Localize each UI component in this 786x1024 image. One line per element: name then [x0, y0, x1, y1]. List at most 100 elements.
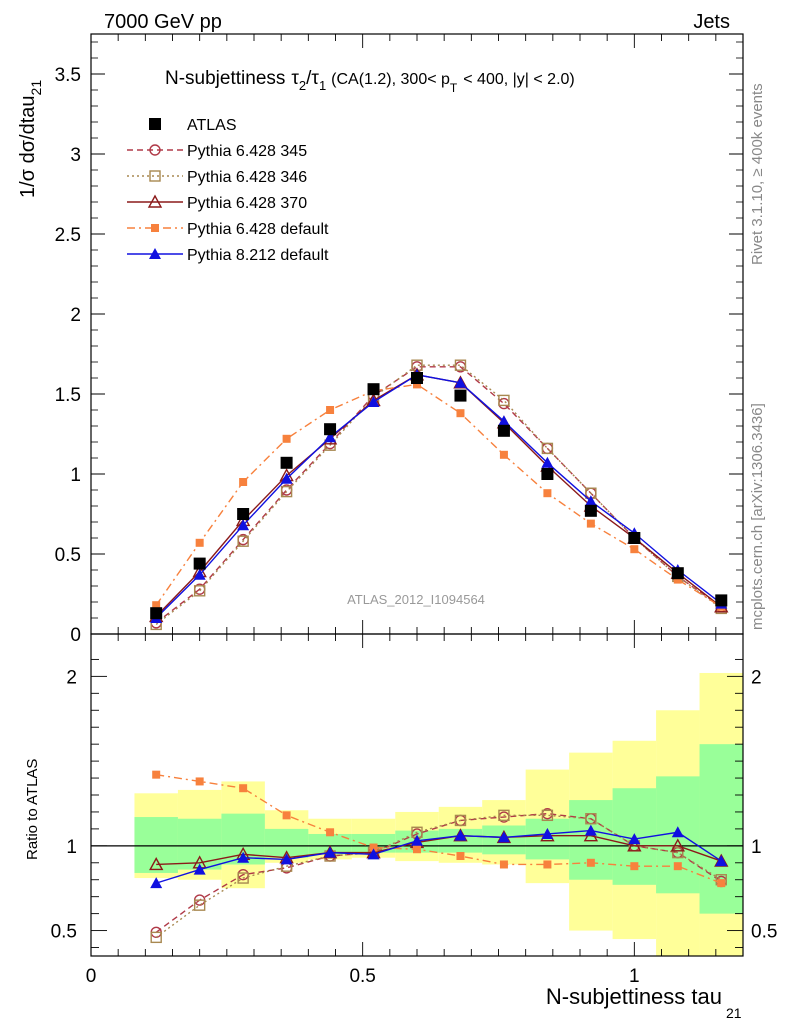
uncertainty-band-green: [177, 818, 222, 870]
ratio-point: [237, 851, 250, 863]
data-point: [237, 535, 249, 547]
legend-entry: ATLAS: [149, 117, 237, 134]
legend-marker: [147, 194, 163, 208]
ratio-line: [156, 834, 722, 866]
data-point: [411, 372, 423, 384]
header-left: 7000 GeV pp: [104, 11, 222, 33]
y-tick-label: 1: [70, 465, 81, 486]
ratio-point: [193, 863, 206, 875]
header-right: Jets: [693, 11, 730, 33]
ratio-point: [498, 809, 510, 822]
legend-label: Pythia 6.428 346: [187, 169, 307, 186]
x-tick-label: 0: [86, 966, 97, 987]
ratio-point: [541, 827, 554, 839]
data-point: [150, 607, 163, 620]
ratio-tick-label-left: 1: [66, 837, 77, 858]
data-point: [324, 431, 337, 443]
legend: ATLAS Pythia 6.428 345 Pythia 6.428 346 Pyt…: [127, 117, 329, 264]
chart-title: N-subjettiness τ2/τ1 (CA(1.2), 300< pT < 40…: [165, 68, 575, 95]
uncertainty-band-green: [264, 828, 309, 858]
ratio-point: [239, 784, 248, 793]
y-tick-label: 0: [70, 625, 81, 646]
series-pythia-6-428-370: [149, 367, 729, 623]
mcplots-label: mcplots.cern.ch [arXiv:1306.3436]: [749, 403, 766, 630]
legend-marker: [149, 248, 161, 259]
ratio-point: [628, 833, 641, 845]
legend-label: Pythia 6.428 345: [187, 143, 307, 160]
ratio-point: [195, 777, 204, 786]
legend-entry: Pythia 6.428 346: [127, 169, 307, 186]
series-line: [155, 383, 722, 608]
ratio-point: [369, 843, 378, 852]
data-point: [413, 380, 421, 389]
ratio-series-pythia-8-212-default: [150, 824, 728, 889]
ratio-point: [627, 838, 642, 852]
data-point: [280, 485, 293, 498]
ratio-point: [280, 853, 293, 865]
ratio-point: [150, 877, 163, 889]
data-point: [497, 415, 510, 427]
data-point: [282, 434, 291, 443]
legend-marker: [149, 144, 161, 156]
ratio-point: [630, 862, 639, 871]
ratio-line: [156, 773, 722, 884]
ratio-point: [367, 848, 380, 860]
ratio-line: [155, 829, 722, 884]
data-point: [367, 383, 380, 396]
series-line: [155, 364, 722, 625]
ratio-tick-label-right: 0.5: [751, 922, 777, 943]
main-panel: 0 0.5 1 1.5 2 2.5 3 3.5: [55, 33, 744, 646]
series-pythia-6-428-default: [152, 380, 726, 611]
ratio-point: [413, 845, 421, 854]
ratio-point: [672, 846, 684, 859]
legend-marker: [151, 224, 159, 232]
data-point: [454, 376, 467, 388]
y-tick-label: 3: [70, 145, 81, 166]
uncertainty-band-green: [525, 818, 570, 860]
ratio-point: [586, 858, 595, 867]
data-point: [497, 424, 510, 437]
ratio-point: [237, 872, 249, 884]
ratio-y-axis-label: Ratio to ATLAS: [24, 759, 41, 860]
ratio-point: [543, 860, 552, 869]
data-point: [237, 519, 250, 531]
legend-label: Pythia 6.428 370: [187, 195, 307, 212]
y-axis-label: 1/σ dσ/dtau21: [17, 80, 44, 198]
data-point: [193, 557, 206, 570]
data-point: [367, 396, 380, 407]
ratio-point: [673, 862, 682, 871]
data-point: [195, 538, 204, 547]
ratio-point: [499, 860, 508, 869]
ratio-point: [584, 824, 597, 836]
rivet-label: Rivet 3.1.10, ≥ 400k events: [749, 83, 766, 265]
uncertainty-band-green: [308, 833, 352, 855]
ratio-tick-label-right: 2: [751, 667, 762, 688]
ratio-point: [282, 811, 291, 820]
y-tick-label: 3.5: [55, 65, 81, 86]
ratio-tick-label-left: 0.5: [51, 922, 77, 943]
legend-entry: Pythia 8.212 default: [127, 247, 329, 264]
series-line: [155, 374, 722, 619]
x-tick-label: 0.5: [349, 966, 375, 987]
data-point: [584, 504, 597, 517]
series-pythia-6-428-346: [150, 359, 727, 631]
ratio-point: [715, 855, 728, 867]
ratio-point: [671, 826, 684, 838]
data-point: [541, 442, 554, 455]
series-pythia-6-428-345: [150, 361, 727, 629]
ratio-point: [193, 899, 206, 911]
data-point: [541, 456, 554, 468]
ratio-tick-label-right: 1: [751, 837, 762, 858]
data-point: [193, 568, 206, 580]
ratio-point: [326, 828, 335, 837]
data-point: [324, 423, 337, 436]
data-point: [715, 594, 728, 607]
data-point: [498, 397, 510, 410]
data-point: [454, 389, 467, 402]
ratio-panel: 0.5 0.5 1 1 2 2 0 0.5 1: [51, 633, 777, 987]
data-point: [239, 478, 248, 486]
data-point: [671, 567, 684, 580]
data-point: [456, 409, 465, 418]
ratio-point: [152, 770, 161, 779]
data-point: [326, 406, 335, 414]
